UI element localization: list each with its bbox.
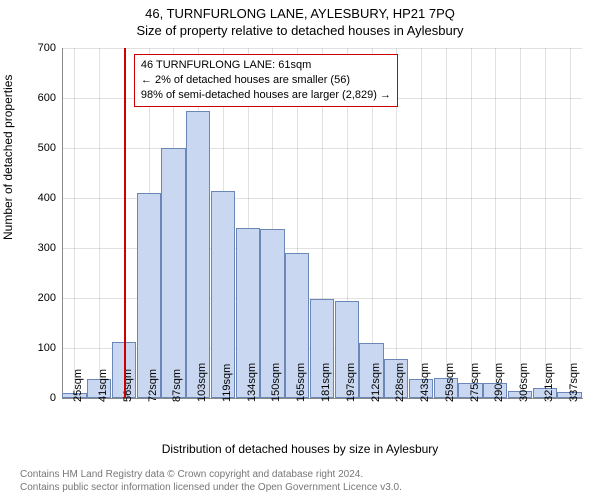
histogram-bar xyxy=(161,148,185,398)
x-tick: 103sqm xyxy=(196,363,208,402)
y-tick: 300 xyxy=(38,242,62,254)
x-tick: 290sqm xyxy=(493,363,505,402)
x-tick: 181sqm xyxy=(320,363,332,402)
x-tick: 197sqm xyxy=(345,363,357,402)
gridline-v xyxy=(471,48,472,398)
gridline-v xyxy=(545,48,546,398)
x-tick: 306sqm xyxy=(518,363,530,402)
histogram-bar xyxy=(186,111,210,399)
footer-line: Contains public sector information licen… xyxy=(20,481,402,494)
y-tick: 400 xyxy=(38,192,62,204)
gridline-v xyxy=(421,48,422,398)
x-tick: 150sqm xyxy=(270,363,282,402)
annotation-line: ← 2% of detached houses are smaller (56) xyxy=(141,73,391,88)
plot-area: 010020030040050060070025sqm41sqm56sqm72s… xyxy=(62,48,582,398)
x-tick: 25sqm xyxy=(72,369,84,402)
x-tick: 119sqm xyxy=(221,364,233,402)
gridline-v xyxy=(446,48,447,398)
reference-line xyxy=(124,48,126,398)
x-tick: 321sqm xyxy=(543,363,555,402)
x-tick: 41sqm xyxy=(97,369,109,402)
x-tick: 212sqm xyxy=(370,363,382,402)
x-tick: 165sqm xyxy=(295,363,307,402)
gridline-v xyxy=(570,48,571,398)
gridline-v xyxy=(520,48,521,398)
x-tick: 87sqm xyxy=(171,369,183,402)
x-tick: 134sqm xyxy=(246,363,258,402)
x-tick: 259sqm xyxy=(444,363,456,402)
x-tick: 228sqm xyxy=(394,363,406,402)
y-tick: 500 xyxy=(38,142,62,154)
x-tick: 337sqm xyxy=(568,363,580,402)
chart-container: 46, TURNFURLONG LANE, AYLESBURY, HP21 7P… xyxy=(0,0,600,500)
gridline-v xyxy=(495,48,496,398)
chart-title: 46, TURNFURLONG LANE, AYLESBURY, HP21 7P… xyxy=(0,0,600,21)
x-tick: 243sqm xyxy=(419,363,431,402)
chart-subtitle: Size of property relative to detached ho… xyxy=(0,21,600,38)
y-axis-label: Number of detached properties xyxy=(1,75,15,240)
annotation-line: 46 TURNFURLONG LANE: 61sqm xyxy=(141,58,391,73)
x-axis-label: Distribution of detached houses by size … xyxy=(0,442,600,456)
gridline-v xyxy=(99,48,100,398)
annotation-box: 46 TURNFURLONG LANE: 61sqm← 2% of detach… xyxy=(134,54,398,107)
y-tick: 100 xyxy=(38,342,62,354)
y-tick: 600 xyxy=(38,92,62,104)
gridline-v xyxy=(74,48,75,398)
y-tick: 200 xyxy=(38,292,62,304)
x-tick: 72sqm xyxy=(147,369,159,402)
y-tick: 700 xyxy=(38,42,62,54)
footer: Contains HM Land Registry data © Crown c… xyxy=(0,460,402,494)
footer-line: Contains HM Land Registry data © Crown c… xyxy=(20,468,402,481)
annotation-line: 98% of semi-detached houses are larger (… xyxy=(141,88,391,103)
histogram-bar xyxy=(137,193,161,398)
x-tick: 275sqm xyxy=(469,363,481,402)
y-tick: 0 xyxy=(50,392,62,404)
